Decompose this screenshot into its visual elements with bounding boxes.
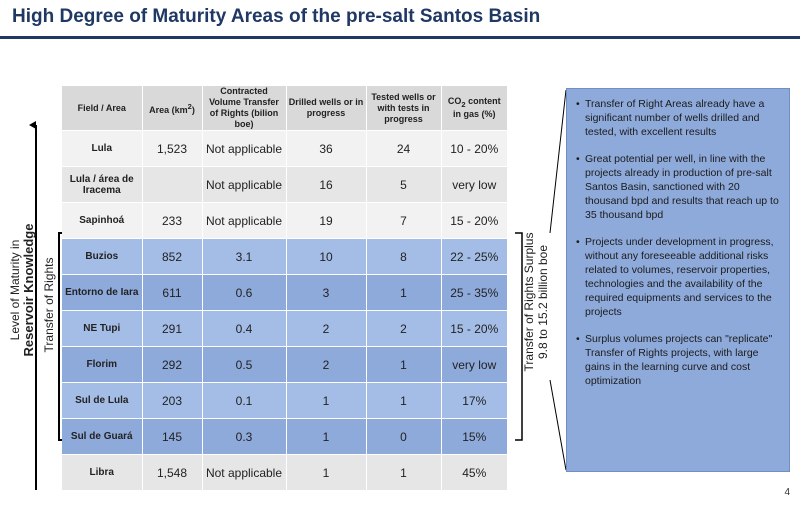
field-cell: Libra (62, 454, 142, 491)
drilled-cell: 10 (285, 238, 366, 275)
co2-cell: 15 - 20% (440, 310, 507, 347)
page-title: High Degree of Maturity Areas of the pre… (12, 6, 541, 27)
field-cell: Lula (62, 130, 142, 167)
area-cell (141, 166, 202, 203)
tested-cell: 1 (365, 382, 441, 419)
drilled-cell: 1 (285, 382, 366, 419)
volume-cell: Not applicable (201, 454, 286, 491)
tested-cell: 0 (365, 418, 441, 455)
tested-cell: 1 (365, 454, 441, 491)
callout-line-bottom (549, 379, 567, 471)
field-cell: Buzios (62, 238, 142, 275)
area-cell: 852 (141, 238, 202, 275)
table-row: Sapinhoá 233 Not applicable 19 7 15 - 20% (62, 202, 507, 239)
bullet-item: Projects under development in progress, … (576, 235, 779, 319)
table-row: Florim 292 0.5 2 1 very low (62, 346, 507, 383)
area-cell: 292 (141, 346, 202, 383)
commentary-box: Transfer of Right Areas already have a s… (566, 88, 790, 472)
volume-cell: Not applicable (201, 166, 286, 203)
tested-cell: 1 (365, 274, 441, 311)
callout-line-top (549, 89, 567, 234)
col-volume: Contracted Volume Transfer of Rights (bi… (201, 86, 286, 131)
co2-cell: 22 - 25% (440, 238, 507, 275)
bullet-item: Great potential per well, in line with t… (576, 152, 779, 222)
co2-cell: 45% (440, 454, 507, 491)
col-area: Area (km2) (141, 86, 202, 131)
drilled-cell: 1 (285, 454, 366, 491)
drilled-cell: 1 (285, 418, 366, 455)
field-cell: Sul de Guará (62, 418, 142, 455)
field-cell: Entorno de Iara (62, 274, 142, 311)
col-tested: Tested wells or with tests in progress (365, 86, 441, 131)
bullet-item: Transfer of Right Areas already have a s… (576, 97, 779, 139)
tested-cell: 1 (365, 346, 441, 383)
volume-cell: 0.6 (201, 274, 286, 311)
area-cell: 1,548 (141, 454, 202, 491)
table-row: Libra 1,548 Not applicable 1 1 45% (62, 454, 507, 491)
area-cell: 611 (141, 274, 202, 311)
field-cell: Sapinhoá (62, 202, 142, 239)
table-row: Sul de Lula 203 0.1 1 1 17% (62, 382, 507, 419)
co2-cell: 17% (440, 382, 507, 419)
surplus-bracket (515, 232, 523, 441)
table-row: Sul de Guará 145 0.3 1 0 15% (62, 418, 507, 455)
drilled-cell: 2 (285, 346, 366, 383)
table-row: Lula / área de Iracema Not applicable 16 5 v… (62, 166, 507, 203)
volume-cell: 0.3 (201, 418, 286, 455)
bullet-item: Surplus volumes projects can "replicate"… (576, 332, 779, 388)
page-number: 4 (784, 487, 790, 498)
field-cell: Florim (62, 346, 142, 383)
table-row: NE Tupi 291 0.4 2 2 15 - 20% (62, 310, 507, 347)
drilled-cell: 16 (285, 166, 366, 203)
volume-cell: 0.1 (201, 382, 286, 419)
area-cell: 203 (141, 382, 202, 419)
drilled-cell: 2 (285, 310, 366, 347)
volume-cell: 0.4 (201, 310, 286, 347)
fields-table: Field / Area Area (km2) Contracted Volum… (62, 86, 507, 491)
co2-cell: 25 - 35% (440, 274, 507, 311)
volume-cell: Not applicable (201, 202, 286, 239)
area-cell: 1,523 (141, 130, 202, 167)
col-drilled: Drilled wells or in progress (285, 86, 366, 131)
co2-cell: very low (440, 166, 507, 203)
volume-cell: Not applicable (201, 130, 286, 167)
volume-cell: 3.1 (201, 238, 286, 275)
co2-cell: very low (440, 346, 507, 383)
field-cell: Lula / área de Iracema (62, 166, 142, 203)
drilled-cell: 36 (285, 130, 366, 167)
area-cell: 291 (141, 310, 202, 347)
table-header-row: Field / Area Area (km2) Contracted Volum… (62, 86, 507, 131)
title-divider (0, 36, 800, 39)
transfer-of-rights-label: Transfer of Rights (42, 257, 56, 353)
col-co2: CO2 content in gas (%) (440, 86, 507, 131)
surplus-label: Transfer of Rights Surplus 9.8 to 15.2 b… (522, 232, 550, 372)
area-cell: 145 (141, 418, 202, 455)
maturity-axis-label: Level of Maturity in Reservoir Knowledge (8, 223, 36, 357)
table-row: Entorno de Iara 611 0.6 3 1 25 - 35% (62, 274, 507, 311)
co2-cell: 10 - 20% (440, 130, 507, 167)
field-cell: NE Tupi (62, 310, 142, 347)
drilled-cell: 19 (285, 202, 366, 239)
tested-cell: 5 (365, 166, 441, 203)
drilled-cell: 3 (285, 274, 366, 311)
table-row: Lula 1,523 Not applicable 36 24 10 - 20% (62, 130, 507, 167)
co2-cell: 15% (440, 418, 507, 455)
area-cell: 233 (141, 202, 202, 239)
field-cell: Sul de Lula (62, 382, 142, 419)
table-row: Buzios 852 3.1 10 8 22 - 25% (62, 238, 507, 275)
co2-cell: 15 - 20% (440, 202, 507, 239)
tested-cell: 7 (365, 202, 441, 239)
tested-cell: 24 (365, 130, 441, 167)
col-field: Field / Area (62, 86, 142, 131)
tested-cell: 8 (365, 238, 441, 275)
volume-cell: 0.5 (201, 346, 286, 383)
tested-cell: 2 (365, 310, 441, 347)
